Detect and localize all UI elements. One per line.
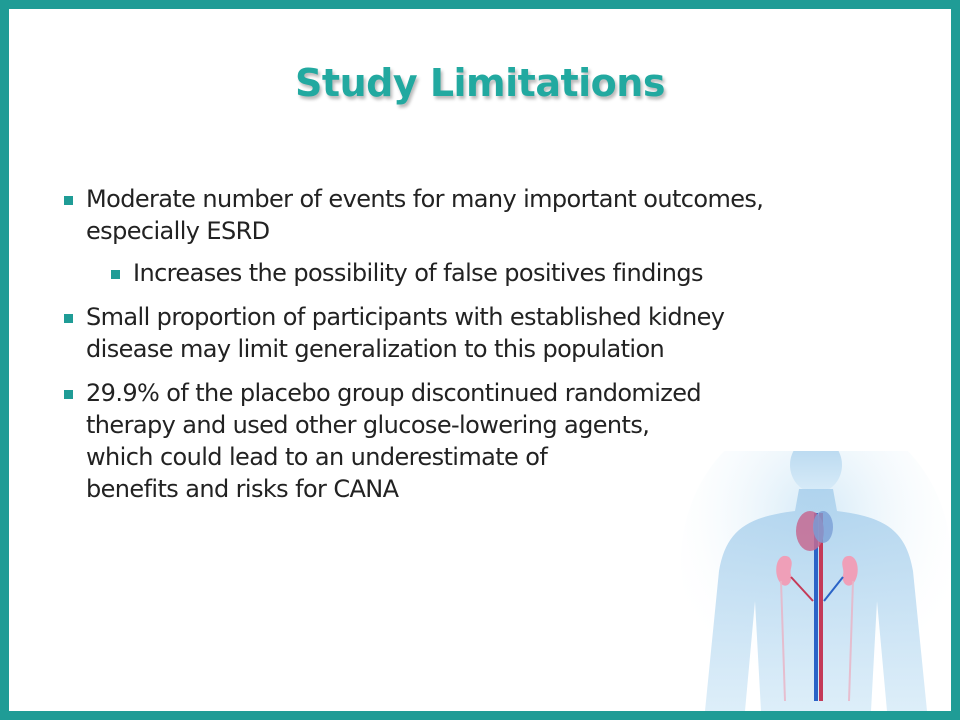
bullet-text-line: benefits and risks for CANA bbox=[86, 475, 399, 503]
bullet-text-line: disease may limit generalization to this… bbox=[86, 335, 665, 363]
bullet-text-line: especially ESRD bbox=[86, 217, 270, 245]
human-body-illustration bbox=[681, 451, 951, 711]
square-bullet-icon bbox=[111, 270, 120, 279]
square-bullet-icon bbox=[64, 390, 73, 399]
sub-bullet-item: Increases the possibility of false posit… bbox=[61, 257, 911, 289]
slide-title: Study Limitations bbox=[295, 61, 665, 105]
bullet-item: Small proportion of participants with es… bbox=[61, 301, 911, 365]
bullet-item: 29.9% of the placebo group discontinued … bbox=[61, 377, 911, 505]
bullet-list: Moderate number of events for many impor… bbox=[61, 183, 911, 505]
bullet-text-line: Increases the possibility of false posit… bbox=[133, 259, 704, 287]
bullet-text-line: Small proportion of participants with es… bbox=[86, 303, 725, 331]
bullet-text-line: therapy and used other glucose-lowering … bbox=[86, 411, 650, 439]
square-bullet-icon bbox=[64, 196, 73, 205]
bullet-text-line: which could lead to an underestimate of bbox=[86, 443, 548, 471]
bullet-text-line: Moderate number of events for many impor… bbox=[86, 185, 764, 213]
square-bullet-icon bbox=[64, 314, 73, 323]
bullet-text-line: 29.9% of the placebo group discontinued … bbox=[86, 379, 702, 407]
slide: Study Limitations Moderate number of eve… bbox=[9, 9, 951, 711]
bullet-item: Moderate number of events for many impor… bbox=[61, 183, 911, 247]
